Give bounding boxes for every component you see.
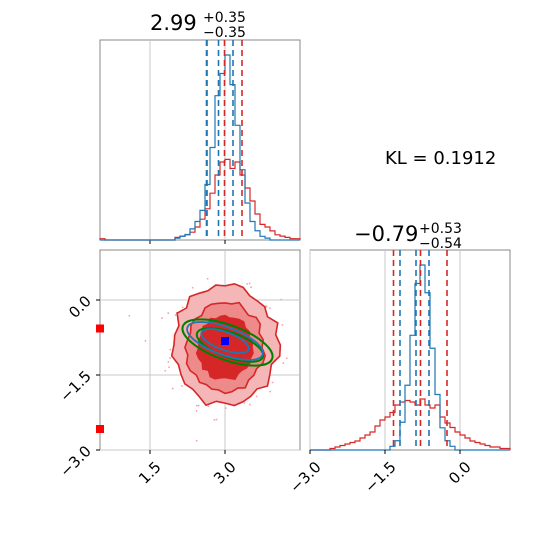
- scatter-point: [169, 348, 172, 351]
- blue-ellipse: [200, 328, 250, 354]
- scatter-point: [195, 404, 198, 407]
- y-tick-label: 0.0: [65, 292, 95, 322]
- scatter-point: [128, 314, 131, 317]
- scatter-point: [174, 314, 177, 317]
- scatter-point: [250, 286, 252, 289]
- y-tick-label: −1.5: [56, 367, 94, 405]
- x-ticks-bottom-right: −3.0 −1.5 0.0: [286, 450, 475, 497]
- scatter-point: [191, 286, 194, 289]
- blue-ellipses: [186, 321, 264, 361]
- scatter-point: [181, 385, 183, 387]
- title-top-left-plus: +0.35: [203, 10, 246, 26]
- x-tick-label: −3.0: [286, 458, 324, 496]
- scatter-point: [195, 410, 198, 412]
- panel-bottom-right-histogram: −3.0 −1.5 0.0 −0.79 +0.53 −0.54: [286, 221, 511, 497]
- scatter-point: [213, 418, 216, 421]
- scatter-point: [161, 317, 163, 319]
- scatter-point: [207, 405, 210, 408]
- histogram-blue: [100, 54, 300, 241]
- red-marker: [96, 425, 104, 433]
- scatter-point: [248, 403, 251, 406]
- grid-top-left: [149, 40, 226, 244]
- scatter-point: [197, 404, 200, 407]
- scatter-point: [300, 354, 302, 356]
- green-ellipse: [181, 318, 274, 367]
- red-marker: [96, 324, 104, 333]
- point-estimate-marker: [221, 337, 229, 345]
- scatter-point: [285, 357, 288, 360]
- title-top-left-value: 2.99: [150, 11, 197, 35]
- histogram-red: [99, 158, 301, 241]
- scatter-point: [265, 305, 268, 308]
- title-top-left: 2.99 +0.35 −0.35: [150, 10, 246, 41]
- scatter-point: [206, 277, 209, 280]
- kl-annotation: KL = 0.1912: [385, 148, 496, 169]
- scatter-point: [269, 307, 271, 310]
- scatter-point: [255, 395, 258, 398]
- scatter-point: [167, 361, 170, 363]
- quantile-lines-bottom-right: [392, 250, 448, 450]
- x-ticks-bottom-left: 1.5 3.0: [135, 450, 240, 488]
- scatter-point: [171, 387, 174, 390]
- title-bottom-right-value: −0.79: [354, 222, 418, 246]
- x-tick-label: 0.0: [445, 458, 475, 488]
- blue-ellipse: [186, 321, 264, 361]
- quantile-lines-top-left: [205, 40, 243, 240]
- scatter-point: [224, 407, 227, 409]
- scatter-point: [195, 439, 198, 442]
- y-tick-label: −3.0: [56, 442, 94, 480]
- panel-bottom-left-contour: 1.5 3.0 0.0 −1.5 −3.0: [56, 249, 302, 488]
- x-tick-label: −1.5: [361, 458, 399, 496]
- histograms-top-left: [99, 54, 301, 241]
- scatter-point: [246, 283, 249, 285]
- panel-top-left-histogram: 2.99 +0.35 −0.35: [99, 10, 301, 244]
- scatter-point: [181, 306, 184, 309]
- scatter-point: [144, 340, 147, 342]
- histograms-bottom-right: [310, 264, 511, 451]
- scatter-point: [164, 369, 167, 372]
- title-bottom-right-plus: +0.53: [419, 221, 462, 237]
- scatter-point: [281, 324, 284, 326]
- scatter-point: [168, 366, 170, 369]
- histogram-blue: [310, 264, 510, 451]
- scatter-point: [169, 357, 172, 359]
- scatter-point: [167, 312, 170, 314]
- histogram-red: [310, 398, 511, 451]
- y-ticks-bottom-left: 0.0 −1.5 −3.0: [56, 292, 100, 481]
- x-tick-label: 1.5: [135, 458, 165, 488]
- title-bottom-right-minus: −0.54: [419, 236, 462, 252]
- markers-bottom-left: [96, 324, 229, 433]
- scatter-point: [248, 282, 251, 285]
- x-tick-label: 3.0: [210, 458, 240, 488]
- scatter-point: [282, 362, 285, 364]
- scatter-point: [215, 418, 218, 421]
- axes-frame-top-left: [99, 39, 301, 241]
- scatter-point: [298, 401, 300, 404]
- scatter-point: [243, 402, 246, 404]
- scatter-point: [280, 298, 283, 301]
- title-top-left-minus: −0.35: [203, 25, 246, 41]
- scatter-point: [271, 381, 274, 384]
- scatter-point: [269, 390, 272, 393]
- title-bottom-right: −0.79 +0.53 −0.54: [354, 221, 462, 252]
